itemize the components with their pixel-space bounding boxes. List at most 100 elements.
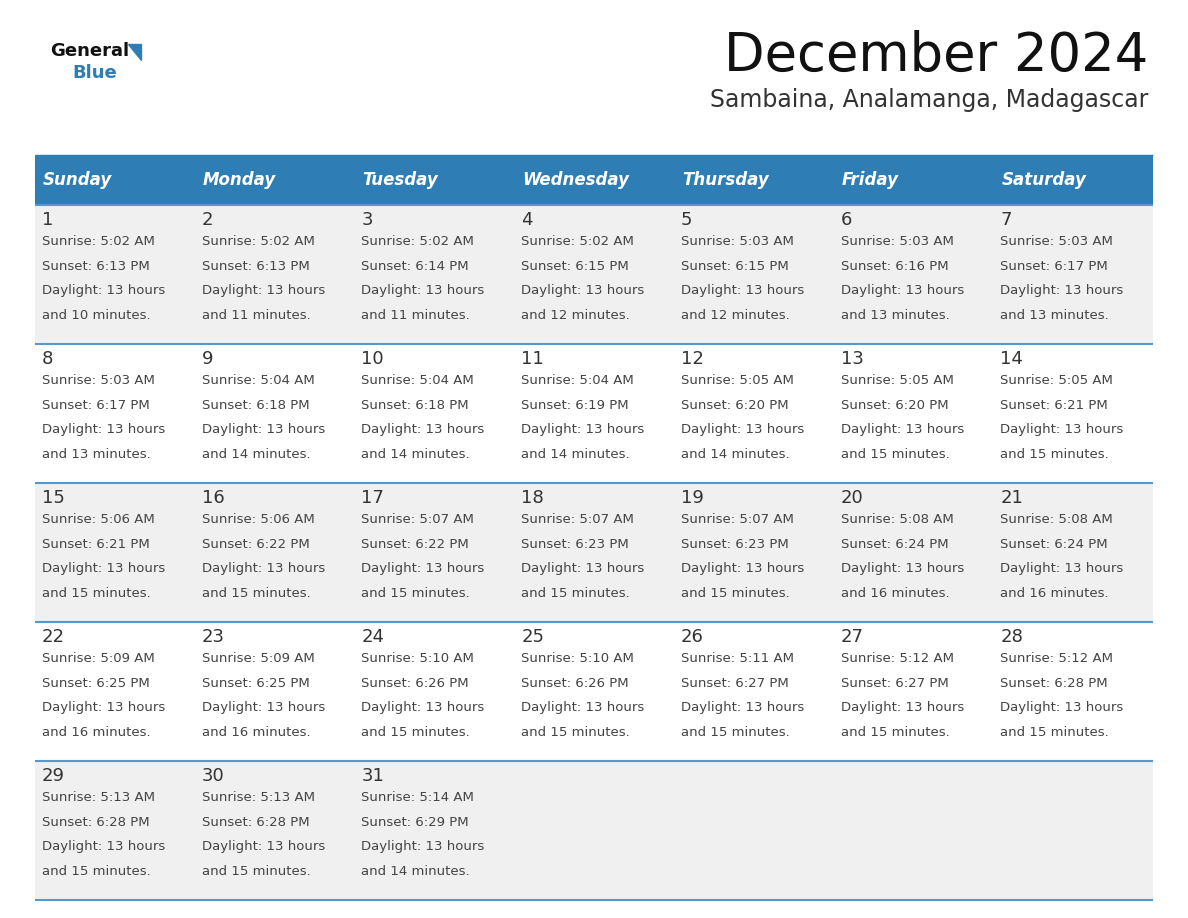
Text: Daylight: 13 hours: Daylight: 13 hours [42,701,165,714]
Text: 15: 15 [42,489,65,507]
Text: and 15 minutes.: and 15 minutes. [1000,448,1110,461]
Text: Daylight: 13 hours: Daylight: 13 hours [202,423,326,436]
Bar [34,344,195,483]
Bar [34,761,195,900]
Text: and 15 minutes.: and 15 minutes. [841,448,949,461]
Bar [674,344,834,483]
Text: Sambaina, Analamanga, Madagascar: Sambaina, Analamanga, Madagascar [709,88,1148,112]
Text: Sunset: 6:24 PM: Sunset: 6:24 PM [1000,538,1108,551]
Text: and 11 minutes.: and 11 minutes. [361,309,470,322]
Text: Sunset: 6:17 PM: Sunset: 6:17 PM [1000,260,1108,273]
Text: and 14 minutes.: and 14 minutes. [361,866,470,879]
Bar [34,483,195,622]
Bar [993,155,1154,205]
Text: Sunrise: 5:04 AM: Sunrise: 5:04 AM [361,374,474,387]
Text: Sunrise: 5:05 AM: Sunrise: 5:05 AM [1000,374,1113,387]
Text: Sunset: 6:16 PM: Sunset: 6:16 PM [841,260,948,273]
Bar [195,761,354,900]
Text: Sunset: 6:26 PM: Sunset: 6:26 PM [522,677,628,689]
Text: Sunset: 6:20 PM: Sunset: 6:20 PM [841,398,948,412]
Bar [993,483,1154,622]
Text: Sunrise: 5:06 AM: Sunrise: 5:06 AM [202,513,315,526]
Text: and 14 minutes.: and 14 minutes. [361,448,470,461]
Bar [195,205,354,344]
Text: and 15 minutes.: and 15 minutes. [681,726,790,739]
Bar [834,622,993,761]
Text: Sunrise: 5:12 AM: Sunrise: 5:12 AM [1000,652,1113,665]
Bar [34,155,195,205]
Text: and 15 minutes.: and 15 minutes. [361,588,470,600]
Bar [514,155,674,205]
Bar [514,344,674,483]
Bar [674,483,834,622]
Text: and 13 minutes.: and 13 minutes. [841,309,949,322]
Text: 16: 16 [202,489,225,507]
Text: 9: 9 [202,350,213,368]
Text: Daylight: 13 hours: Daylight: 13 hours [361,423,485,436]
Text: Daylight: 13 hours: Daylight: 13 hours [361,563,485,576]
Text: Sunrise: 5:04 AM: Sunrise: 5:04 AM [202,374,315,387]
Bar [354,622,514,761]
Text: Thursday: Thursday [682,171,769,189]
Text: and 10 minutes.: and 10 minutes. [42,309,151,322]
Text: Daylight: 13 hours: Daylight: 13 hours [202,841,326,854]
Bar [354,761,514,900]
Text: Sunrise: 5:05 AM: Sunrise: 5:05 AM [841,374,954,387]
Text: Daylight: 13 hours: Daylight: 13 hours [841,285,963,297]
Text: and 11 minutes.: and 11 minutes. [202,309,310,322]
Text: Sunrise: 5:10 AM: Sunrise: 5:10 AM [522,652,634,665]
Bar [834,205,993,344]
Text: Sunset: 6:20 PM: Sunset: 6:20 PM [681,398,789,412]
Bar [834,155,993,205]
Text: Monday: Monday [203,171,276,189]
Text: 13: 13 [841,350,864,368]
Text: 29: 29 [42,767,65,785]
Text: and 15 minutes.: and 15 minutes. [202,588,310,600]
Text: 31: 31 [361,767,384,785]
Bar [354,205,514,344]
Text: and 12 minutes.: and 12 minutes. [681,309,790,322]
Text: Sunrise: 5:12 AM: Sunrise: 5:12 AM [841,652,954,665]
Text: Sunset: 6:15 PM: Sunset: 6:15 PM [522,260,628,273]
Text: 5: 5 [681,211,693,229]
Text: Wednesday: Wednesday [523,171,630,189]
Text: Daylight: 13 hours: Daylight: 13 hours [1000,563,1124,576]
Text: and 14 minutes.: and 14 minutes. [522,448,630,461]
Text: 23: 23 [202,628,225,646]
Bar [674,155,834,205]
Text: Daylight: 13 hours: Daylight: 13 hours [42,285,165,297]
Text: Sunset: 6:28 PM: Sunset: 6:28 PM [1000,677,1108,689]
Text: 14: 14 [1000,350,1023,368]
Text: and 15 minutes.: and 15 minutes. [681,588,790,600]
Text: Daylight: 13 hours: Daylight: 13 hours [361,285,485,297]
Text: Daylight: 13 hours: Daylight: 13 hours [522,423,644,436]
Text: Daylight: 13 hours: Daylight: 13 hours [42,423,165,436]
Text: Sunrise: 5:02 AM: Sunrise: 5:02 AM [522,235,634,248]
Bar [514,483,674,622]
Bar [195,155,354,205]
Text: Sunrise: 5:09 AM: Sunrise: 5:09 AM [202,652,315,665]
Text: 28: 28 [1000,628,1023,646]
Text: and 15 minutes.: and 15 minutes. [361,726,470,739]
Text: Sunrise: 5:02 AM: Sunrise: 5:02 AM [361,235,474,248]
Text: 7: 7 [1000,211,1012,229]
Text: Sunrise: 5:03 AM: Sunrise: 5:03 AM [681,235,794,248]
Text: 21: 21 [1000,489,1023,507]
Text: and 16 minutes.: and 16 minutes. [202,726,310,739]
Text: Daylight: 13 hours: Daylight: 13 hours [841,563,963,576]
Text: Sunset: 6:18 PM: Sunset: 6:18 PM [202,398,309,412]
Text: Sunrise: 5:07 AM: Sunrise: 5:07 AM [522,513,634,526]
Text: 19: 19 [681,489,703,507]
Text: Sunrise: 5:05 AM: Sunrise: 5:05 AM [681,374,794,387]
Text: and 16 minutes.: and 16 minutes. [1000,588,1108,600]
Text: Sunrise: 5:04 AM: Sunrise: 5:04 AM [522,374,634,387]
Text: and 15 minutes.: and 15 minutes. [1000,726,1110,739]
Text: Sunset: 6:15 PM: Sunset: 6:15 PM [681,260,789,273]
Text: 6: 6 [841,211,852,229]
Text: Sunset: 6:23 PM: Sunset: 6:23 PM [522,538,628,551]
Text: 25: 25 [522,628,544,646]
Text: Daylight: 13 hours: Daylight: 13 hours [1000,285,1124,297]
Text: Sunset: 6:28 PM: Sunset: 6:28 PM [42,816,150,829]
Text: Sunset: 6:29 PM: Sunset: 6:29 PM [361,816,469,829]
Text: and 15 minutes.: and 15 minutes. [42,588,151,600]
